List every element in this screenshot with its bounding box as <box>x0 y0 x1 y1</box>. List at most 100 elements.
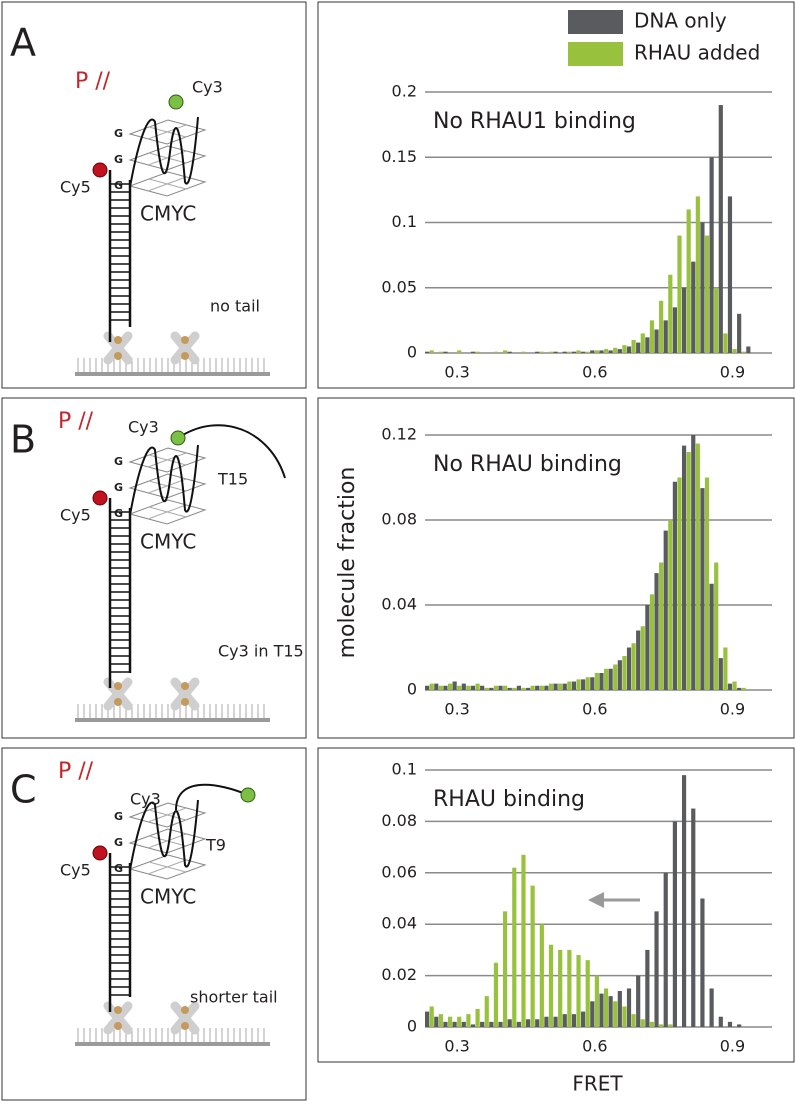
bar <box>461 683 466 690</box>
bar <box>613 347 618 353</box>
bar <box>429 1006 434 1027</box>
bar <box>447 1016 453 1027</box>
bar <box>457 350 462 353</box>
tail <box>175 783 249 811</box>
bar <box>663 530 668 690</box>
bar <box>608 668 613 690</box>
bar <box>553 1016 558 1027</box>
panel-letter: C <box>10 768 37 812</box>
bar <box>691 261 696 353</box>
bar <box>576 350 581 353</box>
bar <box>654 573 659 690</box>
panel-frame <box>1 1 307 389</box>
bar <box>686 452 691 690</box>
bar <box>558 683 563 690</box>
bar <box>590 350 595 353</box>
bar <box>480 685 485 690</box>
panel-frame <box>317 397 795 739</box>
bar <box>599 350 604 353</box>
bar <box>530 885 535 1027</box>
neutravidin <box>170 1001 200 1035</box>
bar <box>737 687 742 690</box>
biotin <box>181 682 189 690</box>
construct-label: P // <box>58 409 94 434</box>
bar <box>737 313 742 353</box>
dna-label: CMYC <box>140 202 196 226</box>
quartet-grid <box>147 176 187 192</box>
bar <box>470 685 476 690</box>
bar <box>654 911 659 1027</box>
bar <box>603 988 609 1027</box>
bar <box>640 626 645 690</box>
bar <box>521 351 526 353</box>
bar <box>512 687 517 690</box>
neutravidin <box>103 1001 133 1035</box>
y-tick-label: 0.08 <box>381 510 417 529</box>
bar <box>539 351 544 353</box>
bar <box>663 320 668 353</box>
y-tick-label: 0 <box>407 1017 417 1036</box>
strand <box>129 799 199 871</box>
bar <box>480 1021 485 1027</box>
bar <box>581 351 586 353</box>
bar <box>672 481 677 690</box>
quartet-grid <box>147 504 187 520</box>
bar <box>516 685 521 690</box>
bar <box>672 821 677 1027</box>
bar <box>700 898 705 1027</box>
surface <box>75 718 270 722</box>
bar <box>714 562 719 690</box>
bar <box>567 351 572 353</box>
y-tick-label: 0.15 <box>381 147 417 166</box>
legend-swatch <box>568 42 623 66</box>
y-tick-label: 0.12 <box>381 425 417 444</box>
g-label: G <box>114 481 123 494</box>
bar <box>594 673 599 690</box>
bar <box>539 685 544 690</box>
bar <box>521 687 526 690</box>
biotin <box>181 1006 189 1014</box>
bar <box>438 1014 443 1027</box>
y-tick-label: 0.04 <box>381 914 417 933</box>
bar <box>631 643 636 690</box>
tail-label: T9 <box>205 836 226 855</box>
y-tick-label: 0.1 <box>392 212 417 231</box>
bar <box>613 1001 618 1027</box>
bar <box>649 320 655 353</box>
cy5-dye <box>92 162 108 178</box>
tail-label: T15 <box>217 470 248 489</box>
bar <box>663 872 668 1027</box>
biotin <box>114 1022 122 1030</box>
y-tick-label: 0.06 <box>381 862 417 881</box>
bar <box>603 668 609 690</box>
x-tick-label: 0.6 <box>582 1037 607 1056</box>
bar <box>429 350 434 353</box>
bar <box>461 1021 466 1027</box>
legend-label: DNA only <box>634 9 727 33</box>
quartet-grid <box>147 807 187 823</box>
bar <box>636 342 641 353</box>
legend-swatch <box>568 10 623 34</box>
bar <box>691 808 696 1027</box>
bar <box>562 1014 567 1027</box>
surface <box>75 1042 270 1046</box>
bar <box>484 687 489 690</box>
g-label: G <box>114 862 123 875</box>
bar <box>608 350 613 353</box>
g-label: G <box>114 836 123 849</box>
quartet-grid <box>147 859 187 875</box>
bar <box>548 944 554 1027</box>
bar <box>649 594 655 690</box>
neutravidin <box>170 331 200 365</box>
bar <box>672 307 677 353</box>
bar <box>434 683 439 690</box>
bar <box>737 1024 742 1027</box>
bar <box>599 993 604 1027</box>
bar <box>484 996 489 1027</box>
bar <box>562 351 567 353</box>
bar <box>594 350 599 353</box>
y-tick-label: 0.1 <box>392 760 417 779</box>
bar <box>503 911 508 1027</box>
bar <box>475 1009 480 1027</box>
chart-title: No RHAU1 binding <box>433 109 636 134</box>
